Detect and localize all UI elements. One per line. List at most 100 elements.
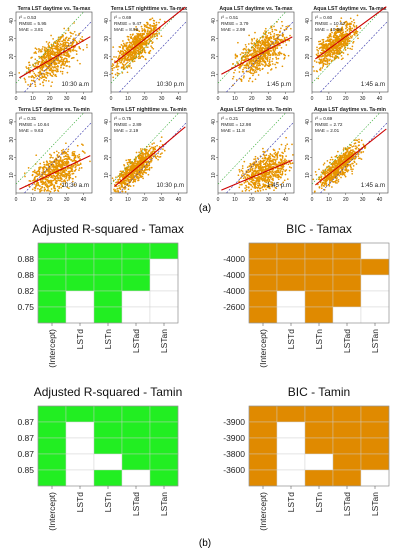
time-label: 1:45 a.m [361, 81, 385, 88]
scatter-point [252, 60, 254, 62]
scatter-point [56, 51, 58, 53]
scatter-point [82, 144, 84, 146]
scatter-point [30, 180, 32, 182]
scatter-point [55, 42, 57, 44]
scatter-point [319, 69, 321, 71]
scatter-point [146, 33, 148, 35]
x-tick-label: 0 [110, 96, 113, 102]
scatter-point [66, 65, 68, 67]
scatter-point [42, 181, 44, 183]
scatter-point [322, 65, 324, 67]
scatter-point [151, 47, 153, 49]
scatter-point [243, 48, 245, 50]
scatter-point [146, 40, 148, 42]
plot-title: Terra LST daytime vs. Ta-min [18, 107, 90, 113]
scatter-point [288, 55, 290, 57]
time-label: 10:30 a.m [61, 182, 89, 189]
scatter-point [271, 60, 273, 62]
scatter-point [266, 65, 268, 67]
scatter-point [247, 58, 249, 60]
y-tick-label: 20 [9, 154, 15, 160]
scatter-point [130, 42, 132, 44]
scatter-point [130, 67, 132, 69]
scatter-point [288, 163, 290, 165]
scatter-point [61, 150, 63, 152]
scatter-point [255, 191, 257, 193]
scatter-point [142, 148, 144, 150]
scatter-point [260, 37, 262, 39]
scatter-point [270, 158, 272, 160]
scatter-point [126, 162, 128, 164]
scatter-point [64, 54, 66, 56]
scatter-point [336, 49, 338, 51]
scatter-point [148, 150, 150, 152]
scatter-point [257, 190, 259, 192]
scatter-point [33, 52, 35, 54]
scatter-point [27, 84, 29, 86]
scatter-point [329, 60, 331, 62]
scatter-point [277, 152, 279, 154]
scatter-point [68, 148, 70, 150]
scatter-point [328, 40, 330, 42]
scatter-point [249, 78, 251, 80]
scatter-point [121, 51, 123, 53]
scatter-point [75, 34, 77, 36]
scatter-point [346, 33, 348, 35]
scatter-point [47, 66, 49, 68]
scatter-point [111, 73, 113, 75]
scatter-point [150, 19, 152, 21]
scatter-point [53, 67, 55, 69]
scatter-point [147, 22, 149, 24]
x-tick-label: 10 [125, 197, 131, 203]
scatter-point [145, 154, 147, 156]
scatter-point [260, 187, 262, 189]
scatter-point [58, 174, 60, 176]
scatter-point [153, 26, 155, 28]
scatter-point [64, 179, 66, 181]
scatter-point [71, 45, 73, 47]
scatter-point [31, 57, 33, 59]
scatter-point [232, 63, 234, 65]
scatter-points [111, 17, 165, 78]
scatter-point [284, 57, 286, 59]
scatter-point [41, 77, 43, 79]
scatter-point [269, 57, 271, 59]
scatter-point [128, 176, 130, 178]
scatter-point [346, 21, 348, 23]
scatter-point [351, 28, 353, 30]
scatter-point [267, 72, 269, 74]
scatter-point [235, 57, 237, 59]
y-tick-label: 10 [9, 172, 15, 178]
x-tick-label: 30 [159, 96, 165, 102]
scatter-point [249, 55, 251, 57]
scatter-point [162, 148, 164, 150]
scatter-point [291, 144, 293, 146]
scatter-point [142, 178, 144, 180]
scatter-point [271, 171, 273, 173]
scatter-point [127, 42, 129, 44]
scatter-point [351, 35, 353, 37]
scatter-point [61, 49, 63, 51]
scatter-point [137, 178, 139, 180]
scatter-point [141, 51, 143, 53]
scatter-point [52, 75, 54, 77]
scatter-point [130, 169, 132, 171]
scatter-point [54, 47, 56, 49]
scatter-point [275, 152, 277, 154]
scatter-point [58, 152, 60, 154]
scatter-point [150, 161, 152, 163]
scatter-point [43, 61, 45, 63]
scatter-point [74, 151, 76, 153]
scatter-point [347, 54, 349, 56]
scatter-point [242, 71, 244, 73]
stat-label: MAE = 8.98 [114, 27, 139, 32]
scatter-point [154, 25, 156, 27]
time-label: 1:45 p.m [267, 81, 291, 88]
scatter-point [316, 70, 318, 72]
scatter-point [152, 150, 154, 152]
scatter-point [267, 178, 269, 180]
scatter-point [346, 24, 348, 26]
scatter-point [254, 167, 256, 169]
scatter-point [351, 29, 353, 31]
